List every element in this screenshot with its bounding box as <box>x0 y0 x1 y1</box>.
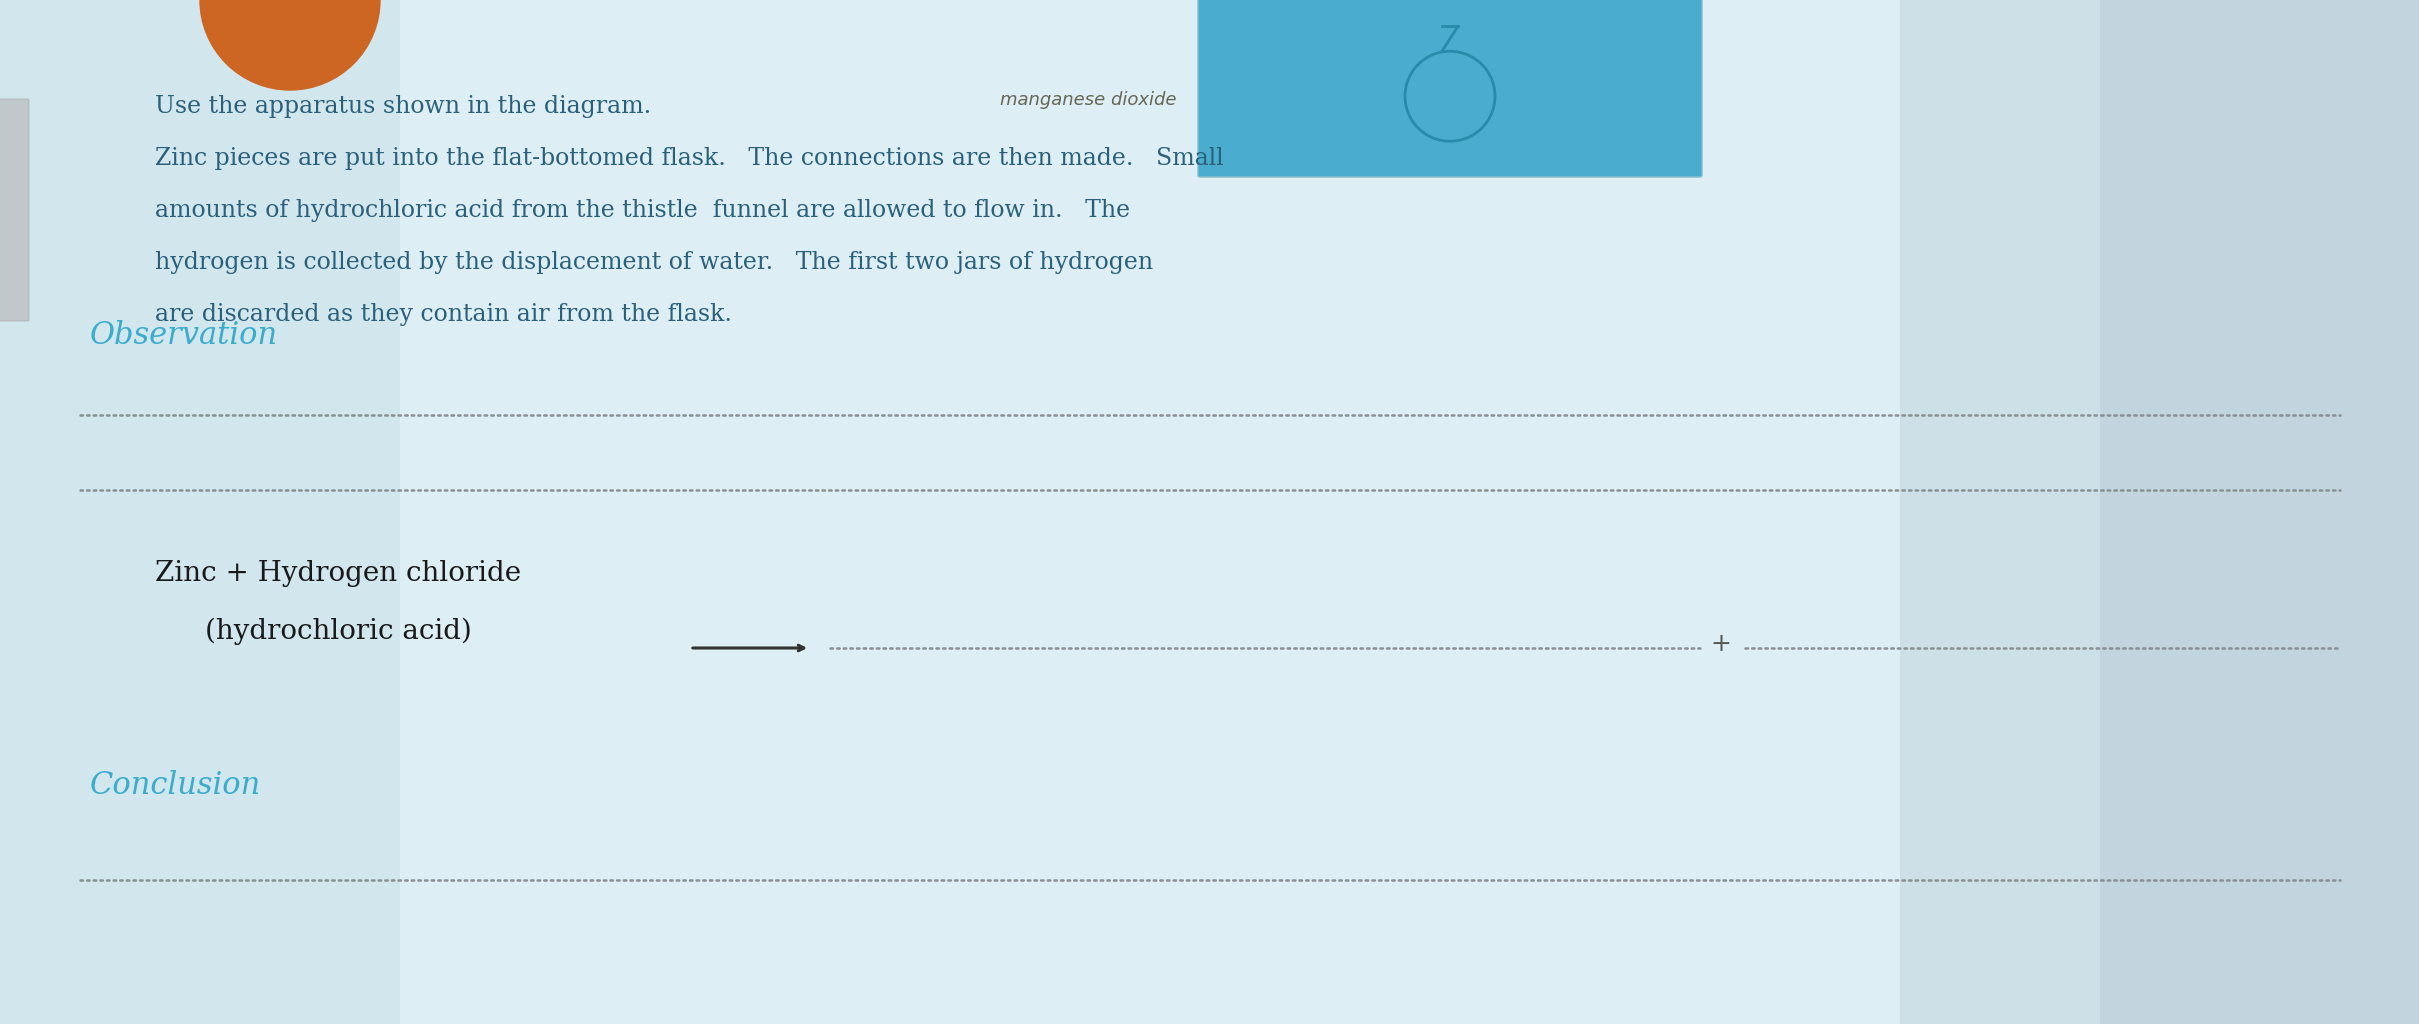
Text: Conclusion: Conclusion <box>90 770 261 801</box>
Text: Use the apparatus shown in the diagram.: Use the apparatus shown in the diagram. <box>155 95 651 118</box>
Text: Zinc + Hydrogen chloride: Zinc + Hydrogen chloride <box>155 560 520 587</box>
Text: are discarded as they contain air from the flask.: are discarded as they contain air from t… <box>155 303 733 326</box>
Text: amounts of hydrochloric acid from the thistle  funnel are allowed to flow in.   : amounts of hydrochloric acid from the th… <box>155 199 1130 222</box>
Polygon shape <box>0 0 399 1024</box>
Polygon shape <box>1899 0 2419 1024</box>
Text: (hydrochloric acid): (hydrochloric acid) <box>206 618 472 645</box>
Text: Zinc pieces are put into the flat-bottomed flask.   The connections are then mad: Zinc pieces are put into the flat-bottom… <box>155 147 1224 170</box>
Text: +: + <box>1710 632 1732 656</box>
Text: Observation: Observation <box>90 319 278 351</box>
FancyBboxPatch shape <box>1197 0 1703 177</box>
Circle shape <box>201 0 380 90</box>
FancyBboxPatch shape <box>0 99 29 321</box>
Polygon shape <box>2100 0 2419 1024</box>
Text: manganese dioxide: manganese dioxide <box>999 91 1176 109</box>
Text: hydrogen is collected by the displacement of water.   The first two jars of hydr: hydrogen is collected by the displacemen… <box>155 251 1154 274</box>
